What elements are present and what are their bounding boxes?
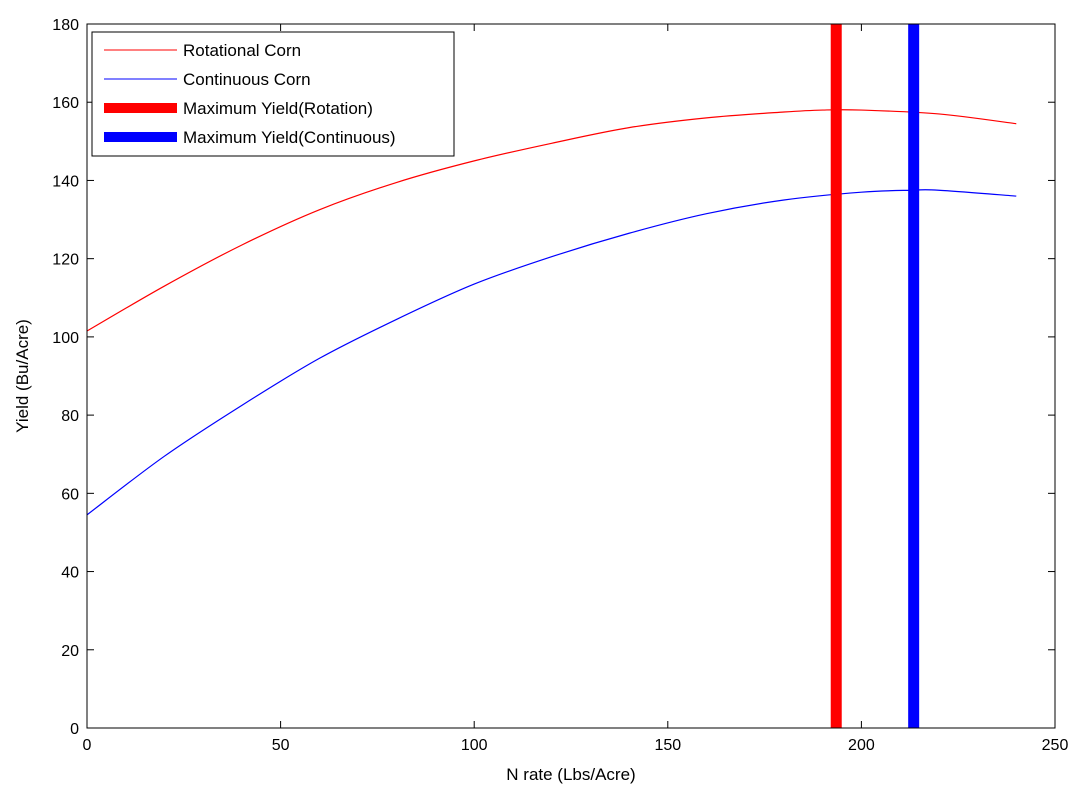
series-line-0 bbox=[87, 109, 1017, 332]
series-line-1 bbox=[87, 189, 1017, 516]
y-tick-label: 80 bbox=[61, 408, 79, 425]
legend: Rotational Corn Continuous Corn Maximum … bbox=[91, 31, 455, 157]
x-tick-label: 100 bbox=[461, 737, 488, 754]
x-tick-label: 150 bbox=[654, 737, 681, 754]
x-tick-label: 0 bbox=[83, 737, 92, 754]
y-tick-label: 60 bbox=[61, 486, 79, 503]
y-tick-label: 140 bbox=[52, 173, 79, 190]
x-tick-label: 250 bbox=[1042, 737, 1069, 754]
plot-area bbox=[87, 24, 1017, 728]
series-layer bbox=[87, 109, 1017, 516]
legend-label-rotational-corn: Rotational Corn bbox=[183, 41, 301, 60]
x-tick-label: 200 bbox=[848, 737, 875, 754]
y-tick-label: 120 bbox=[52, 252, 79, 269]
legend-label-max-yield-continuous: Maximum Yield(Continuous) bbox=[183, 128, 396, 147]
y-tick-label: 180 bbox=[52, 17, 79, 34]
x-tick-label: 50 bbox=[272, 737, 290, 754]
y-tick-label: 40 bbox=[61, 565, 79, 582]
y-axis-label: Yield (Bu/Acre) bbox=[13, 319, 32, 433]
y-tick-label: 0 bbox=[70, 721, 79, 738]
y-tick-label: 20 bbox=[61, 643, 79, 660]
y-tick-label: 100 bbox=[52, 330, 79, 347]
y-tick-label: 160 bbox=[52, 95, 79, 112]
axes-box bbox=[86, 23, 1056, 729]
x-axis-label: N rate (Lbs/Acre) bbox=[506, 765, 635, 784]
marker-layer bbox=[830, 24, 920, 728]
legend-label-continuous-corn: Continuous Corn bbox=[183, 70, 311, 89]
ticks-layer: 0 50 100 150 200 250 0 20 40 60 80 100 120 140 160 180 bbox=[52, 17, 1068, 754]
legend-label-max-yield-rotation: Maximum Yield(Rotation) bbox=[183, 99, 373, 118]
